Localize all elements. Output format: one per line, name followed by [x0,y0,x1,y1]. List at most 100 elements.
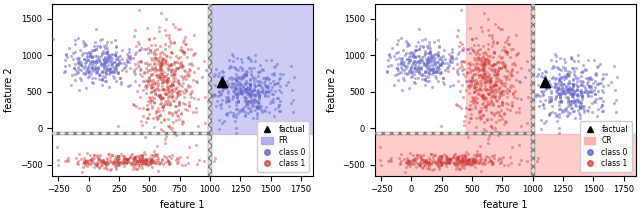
Point [404,165,415,168]
Point [563,95,573,99]
Point [81,43,92,46]
Point [148,86,158,89]
Point [157,64,167,67]
Point [254,95,264,98]
Point [476,156,486,159]
Point [146,43,156,47]
Point [472,56,482,60]
Point [496,108,506,111]
Point [150,88,160,92]
Point [74,159,84,162]
Point [593,65,603,68]
Point [90,59,100,62]
Point [409,51,419,54]
Point [115,162,125,166]
Point [550,82,560,86]
Point [164,88,174,91]
Point [408,56,418,59]
Point [149,50,159,53]
Point [470,67,481,71]
Point [236,91,246,95]
Point [437,61,447,64]
Point [557,109,568,112]
Point [110,60,120,64]
Point [90,162,100,166]
Point [381,70,392,74]
Point [53,163,63,167]
Point [481,162,491,166]
Point [233,68,243,72]
Point [166,113,177,116]
Point [76,60,86,64]
Point [163,90,173,94]
Point [129,158,139,162]
Point [158,57,168,61]
Point [121,64,131,67]
Point [477,62,488,65]
Point [125,58,135,61]
Point [122,160,132,163]
Point [461,107,471,110]
Point [560,68,570,72]
Point [554,95,564,98]
Point [164,0,175,2]
Point [236,89,246,93]
Point [575,105,585,108]
Point [552,113,563,117]
Point [178,77,188,81]
Point [433,155,444,158]
Point [233,93,243,96]
Point [418,45,428,48]
Point [456,60,466,64]
Point [184,63,195,66]
Point [120,157,130,160]
Point [506,161,516,165]
Point [551,83,561,86]
Point [452,163,463,166]
Point [428,161,438,164]
Point [490,22,500,25]
Point [490,91,500,95]
Point [120,156,130,160]
Point [569,60,579,63]
Point [254,94,264,98]
Point [520,75,530,78]
Point [88,81,98,85]
Point [476,83,486,86]
Point [231,77,241,81]
Point [99,44,109,48]
Point [157,104,168,108]
Point [583,132,593,136]
Point [418,60,428,63]
Point [79,44,89,48]
Point [486,163,497,166]
Point [118,164,129,167]
Point [556,100,566,103]
Point [493,87,504,91]
Point [88,48,99,52]
Point [168,98,179,101]
Point [568,85,578,89]
Point [134,83,144,87]
Point [102,57,112,61]
Point [86,163,97,166]
Point [104,53,115,56]
Point [436,161,446,164]
Point [161,102,171,106]
Point [105,70,115,74]
Point [475,62,485,65]
Point [102,51,113,54]
Point [93,66,103,69]
Point [252,106,262,109]
Point [172,162,182,165]
Point [150,158,161,161]
Point [191,162,202,165]
Point [92,153,102,156]
Point [153,59,163,62]
Point [410,65,420,69]
Point [478,113,488,117]
Point [64,46,74,50]
Point [566,91,577,94]
Point [524,68,534,72]
Point [127,152,137,155]
